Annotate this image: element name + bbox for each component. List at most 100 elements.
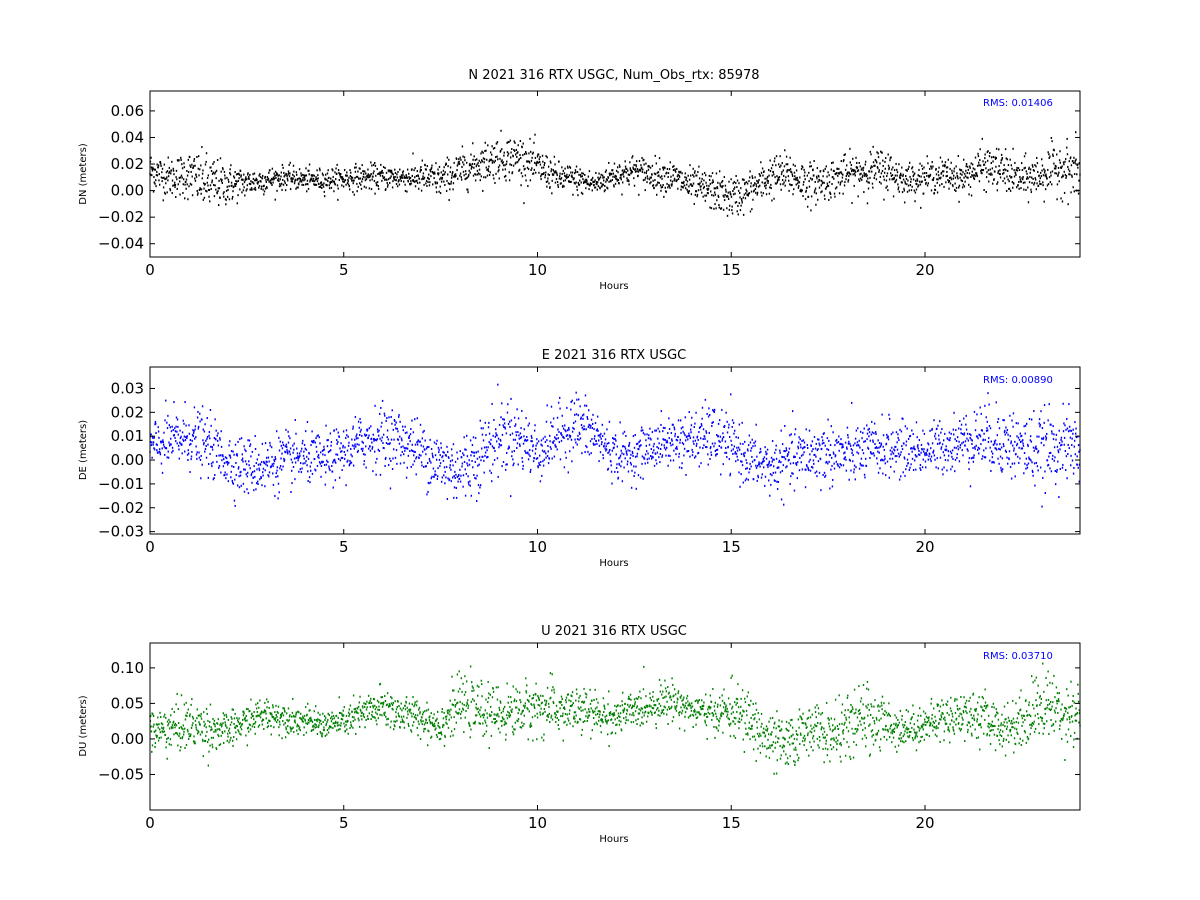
data-point (277, 174, 279, 177)
data-point (301, 442, 304, 445)
data-point (482, 427, 484, 430)
data-point (791, 183, 793, 186)
data-point (640, 164, 642, 167)
data-point (629, 457, 631, 460)
data-point (729, 191, 731, 194)
data-point (497, 383, 499, 386)
data-point (428, 482, 430, 485)
data-point (167, 456, 170, 459)
data-point (605, 449, 607, 452)
data-point (259, 173, 261, 176)
data-point (758, 179, 760, 182)
data-point (906, 464, 908, 467)
data-point (848, 171, 850, 174)
data-point (919, 467, 921, 470)
data-point (676, 447, 678, 450)
data-point (1066, 137, 1068, 140)
data-point (891, 168, 893, 171)
data-point (552, 417, 555, 420)
data-point (317, 454, 320, 457)
data-point (907, 437, 910, 440)
data-point (714, 442, 716, 445)
data-point (839, 183, 841, 186)
data-point (381, 169, 383, 172)
data-point (702, 187, 705, 190)
data-point (869, 451, 872, 454)
data-point (926, 184, 929, 187)
data-point (530, 468, 532, 471)
data-point (190, 165, 192, 168)
data-point (601, 183, 603, 186)
data-point (334, 460, 336, 463)
data-point (909, 434, 912, 437)
data-point (943, 454, 946, 457)
data-point (1051, 183, 1053, 186)
data-point (342, 177, 344, 180)
data-point (871, 165, 873, 168)
data-point (664, 448, 667, 451)
data-point (663, 438, 665, 441)
data-point (331, 168, 333, 171)
data-point (239, 438, 241, 441)
data-point (827, 184, 830, 187)
data-point (1033, 183, 1035, 186)
data-point (788, 189, 790, 192)
data-point (687, 434, 689, 437)
data-point (394, 456, 397, 459)
data-point (171, 425, 173, 428)
data-point (476, 500, 478, 503)
data-point (1046, 177, 1048, 180)
data-point (573, 177, 575, 180)
data-point (815, 203, 817, 206)
data-point (400, 454, 402, 457)
data-point (574, 438, 576, 441)
data-point (973, 454, 975, 457)
data-point (934, 188, 937, 191)
data-point (783, 503, 785, 506)
data-point (946, 469, 948, 472)
data-point (895, 162, 897, 165)
data-point (243, 186, 245, 189)
data-point (1036, 182, 1038, 185)
data-point (903, 442, 905, 445)
data-point (800, 461, 802, 464)
data-point (511, 455, 513, 458)
data-point (360, 428, 362, 431)
data-point (386, 178, 388, 181)
data-point (641, 170, 644, 173)
data-point (700, 462, 702, 465)
data-point (472, 142, 474, 145)
data-point (214, 474, 216, 477)
data-point (871, 420, 873, 423)
data-point (683, 184, 686, 187)
data-point (344, 179, 347, 182)
data-point (257, 480, 259, 483)
data-point (248, 182, 251, 185)
data-point (663, 166, 665, 169)
data-point (570, 408, 572, 411)
data-point (579, 437, 582, 440)
data-point (323, 445, 325, 448)
data-point (330, 177, 332, 180)
data-point (324, 454, 326, 457)
data-point (880, 172, 883, 175)
data-point (361, 434, 363, 437)
data-point (978, 161, 980, 164)
data-point (317, 434, 319, 437)
data-point (810, 444, 812, 447)
data-point (902, 175, 904, 178)
data-point (1047, 168, 1049, 171)
data-point (364, 434, 367, 437)
data-point (249, 443, 252, 446)
data-point (356, 175, 359, 178)
data-point (560, 439, 563, 442)
data-point (494, 181, 496, 184)
data-point (918, 453, 921, 456)
data-point (306, 420, 309, 423)
data-point (170, 172, 172, 175)
data-point (971, 439, 973, 442)
data-point (699, 182, 701, 185)
data-point (644, 433, 646, 436)
data-point (955, 165, 957, 168)
data-point (618, 463, 621, 466)
